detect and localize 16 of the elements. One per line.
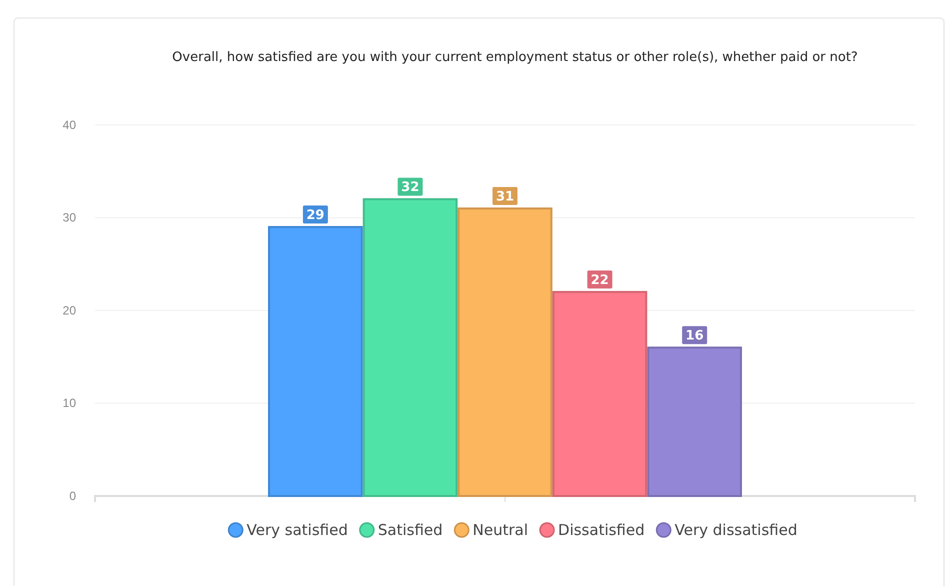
legend-label: Dissatisfied [558,521,645,539]
data-label: 32 [401,180,420,196]
y-tick-label: 0 [69,488,76,503]
data-label: 31 [496,189,514,204]
y-tick-label: 20 [62,303,76,318]
data-label: 29 [306,208,324,224]
legend-label: Satisfied [378,521,443,539]
y-tick-label: 30 [62,210,76,225]
data-label: 16 [686,328,704,344]
legend-label: Very satisfied [246,521,348,539]
chart-title: Overall, how satisfied are you with your current employment status or other role(s), whether paid or not? [172,50,858,65]
legend-label: Very dissatisfied [674,521,798,539]
y-tick-label: 40 [62,118,76,132]
legend-label: Neutral [472,521,528,539]
data-label: 22 [590,272,609,288]
y-tick-label: 10 [62,396,76,410]
